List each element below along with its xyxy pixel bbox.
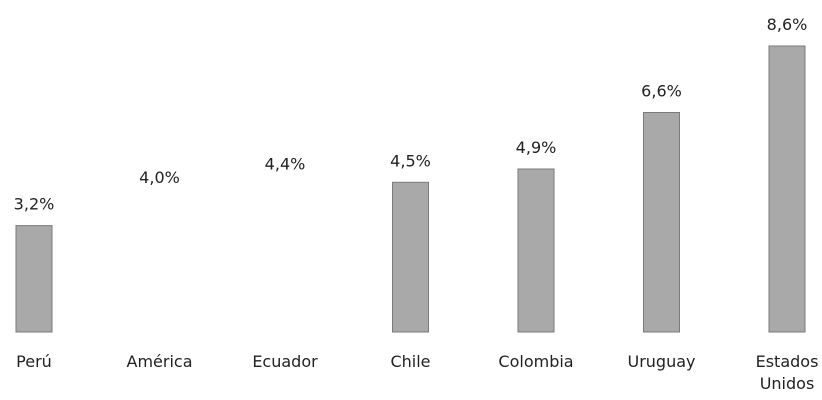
value-label-peru: 3,2% [14,195,55,214]
bar-peru [15,225,53,333]
category-label-chile: Chile [390,352,430,371]
category-label-line: Uruguay [628,352,696,371]
category-labels-group: Perú América Ecuador Chile Colombia Uruguay Es… [16,352,818,393]
category-label-line: Unidos [760,374,815,393]
value-label-colombia: 4,9% [516,138,557,157]
category-label-colombia: Colombia [498,352,573,371]
bar-colombia [517,168,555,333]
category-label-uruguay: Uruguay [628,352,696,371]
bars-group [15,45,806,333]
value-label-ecuador: 4,4% [265,155,306,174]
category-label-line: Estados [756,352,819,371]
value-labels-group: 3,2% 4,0% 4,4% 4,5% 4,9% 6,6% 8,6% [14,15,808,214]
category-label-estados-unidos: Estados Unidos [756,352,819,393]
bar-uruguay [643,112,680,333]
category-label-line: América [127,352,193,371]
category-label-peru: Perú [16,352,52,371]
category-label-line: Ecuador [252,352,318,371]
category-label-america: América [127,352,193,371]
value-label-estados-unidos: 8,6% [767,15,808,34]
category-label-line: Chile [390,352,430,371]
bar-estados-unidos [768,45,806,333]
value-label-chile: 4,5% [390,151,431,170]
value-label-america: 4,0% [139,168,180,187]
category-label-ecuador: Ecuador [252,352,318,371]
category-label-line: Perú [16,352,52,371]
category-label-line: Colombia [498,352,573,371]
value-label-uruguay: 6,6% [641,82,682,101]
bar-chile [392,181,429,333]
